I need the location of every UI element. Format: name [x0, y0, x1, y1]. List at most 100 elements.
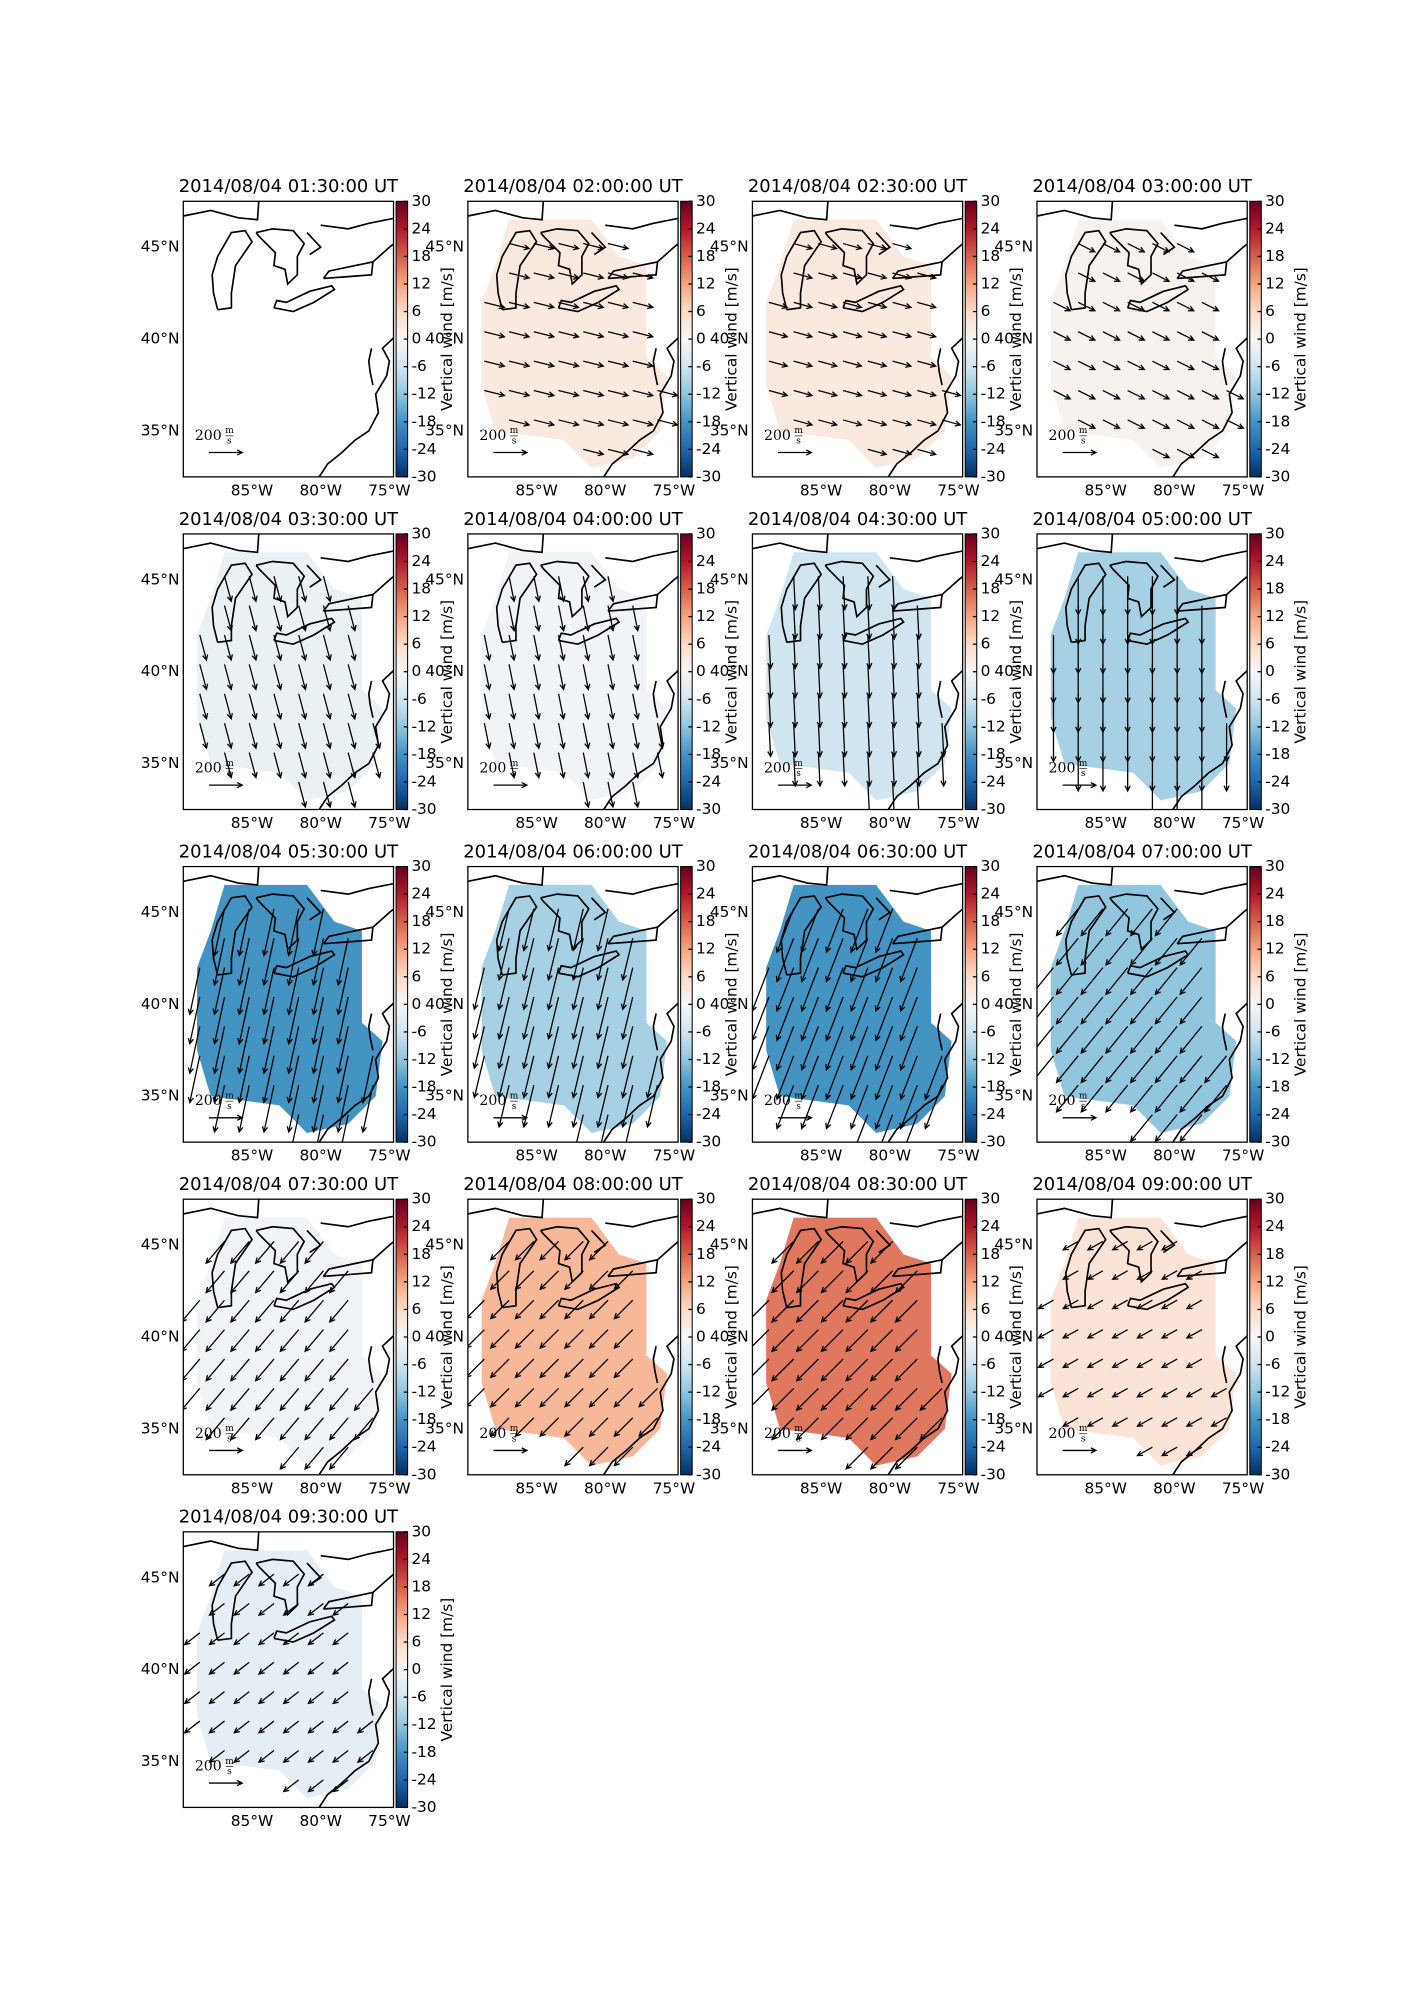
- colorbar-label: Vertical wind [m/s]: [1007, 1265, 1025, 1409]
- lon-label: 75°W: [368, 1812, 410, 1830]
- wind-arrow: [273, 634, 283, 662]
- wind-arrow: [199, 723, 209, 750]
- wind-arrow: [489, 1299, 510, 1320]
- colorbar-tick-label: -24: [981, 1438, 1006, 1456]
- wind-arrow: [563, 1358, 584, 1379]
- wind-arrow: [820, 1270, 844, 1294]
- coastline: [875, 564, 892, 588]
- map-area: [183, 1531, 394, 1808]
- wind-arrow: [508, 576, 517, 603]
- wind-arrow: [229, 1417, 250, 1441]
- wind-arrow: [254, 1241, 275, 1265]
- coastline: [652, 1346, 659, 1384]
- wind-arrow: [1154, 996, 1178, 1025]
- map-frame: [1036, 865, 1248, 1143]
- reference-unit: m: [225, 426, 234, 436]
- wind-arrow: [582, 752, 591, 779]
- wind-arrow: [508, 723, 517, 750]
- coastline: [824, 228, 875, 286]
- wind-arrow: [795, 1358, 819, 1382]
- wind-arrow: [645, 1055, 659, 1099]
- wind-arrow: [874, 996, 894, 1042]
- coastline: [1174, 550, 1248, 563]
- lat-label: 35°N: [141, 421, 180, 439]
- panel-title: 2014/08/04 03:30:00 UT: [179, 509, 399, 530]
- wind-arrow: [607, 301, 630, 310]
- wind-arrow: [1102, 242, 1121, 253]
- coastline: [540, 560, 590, 619]
- wind-arrow: [767, 634, 774, 670]
- wind-arrow: [825, 996, 844, 1042]
- wind-arrow: [607, 723, 616, 750]
- wind-arrow: [842, 301, 863, 310]
- wind-arrow: [820, 1358, 844, 1382]
- colorbar-tick-label: -24: [696, 772, 721, 790]
- reference-unit: s: [796, 1434, 801, 1444]
- wind-arrow: [899, 967, 918, 1013]
- wind-arrow: [254, 1299, 275, 1323]
- wind-arrow: [311, 1055, 325, 1104]
- wind-arrow: [360, 1055, 374, 1104]
- wind-arrow: [613, 1329, 634, 1349]
- wind-arrow: [539, 1417, 559, 1438]
- lat-label: 35°N: [141, 1087, 180, 1105]
- colorbar-tick-label: 30: [981, 1190, 1001, 1208]
- map-area: [467, 1199, 679, 1475]
- colorbar-tick-label: 12: [1265, 274, 1285, 292]
- colorbar-label: Vertical wind [m/s]: [1292, 600, 1310, 744]
- colorbar-tick-label: 24: [696, 1217, 716, 1235]
- wind-arrow: [307, 1661, 324, 1675]
- wind-arrow: [620, 1026, 634, 1070]
- wind-arrow: [1127, 419, 1146, 429]
- wind-arrow: [1136, 1358, 1153, 1369]
- colorbar-tick-label: 24: [1265, 219, 1285, 237]
- map-area: [752, 1199, 963, 1475]
- wind-arrow: [521, 1085, 535, 1129]
- wind-arrow: [571, 1085, 584, 1129]
- wind-arrow: [279, 1388, 300, 1412]
- wind-arrow: [332, 1779, 349, 1793]
- lon-label: 80°W: [869, 481, 911, 499]
- wind-arrow: [915, 752, 922, 788]
- colorbar-tick-label: -30: [981, 1465, 1006, 1483]
- colorbar-tick-label: -12: [696, 385, 721, 403]
- coastline: [255, 1558, 306, 1617]
- coastline: [467, 1199, 545, 1219]
- wind-arrow: [336, 996, 349, 1046]
- coastline: [752, 533, 829, 554]
- wind-arrow: [533, 419, 556, 427]
- colorbar-tick-label: 30: [1265, 857, 1285, 875]
- coastline: [652, 348, 659, 386]
- reference-unit: s: [1081, 437, 1086, 447]
- wind-arrow: [1099, 576, 1107, 616]
- colorbar-tick-label: 24: [696, 885, 716, 903]
- wind-arrow: [467, 1387, 485, 1407]
- wind-arrow: [800, 1055, 819, 1101]
- wind-arrow: [1226, 389, 1245, 400]
- wind-arrow: [582, 634, 591, 662]
- colorbar-tick-label: 6: [981, 967, 991, 985]
- wind-arrow: [183, 1632, 201, 1646]
- colorbar-tick-label: -12: [981, 385, 1006, 403]
- wind-arrow: [818, 272, 839, 280]
- wind-arrow: [791, 634, 799, 670]
- colorbar-tick-label: 18: [981, 247, 1001, 265]
- wind-arrow: [596, 967, 609, 1011]
- lat-label: 45°N: [141, 903, 180, 921]
- wind-arrow: [818, 360, 839, 368]
- wind-arrow: [483, 634, 492, 662]
- reference-value: 200: [195, 1758, 222, 1774]
- wind-arrow: [849, 1055, 869, 1101]
- coastline: [367, 348, 374, 386]
- wind-arrow: [558, 389, 580, 398]
- wind-arrow: [1053, 389, 1072, 400]
- wind-arrow: [600, 1114, 609, 1143]
- wind-arrow: [1077, 301, 1097, 312]
- colorbar-tick-label: 12: [411, 274, 431, 292]
- wind-arrow: [869, 1329, 894, 1353]
- coastline: [656, 242, 679, 263]
- wind-arrow: [768, 360, 789, 368]
- reference-value: 200: [479, 1426, 506, 1442]
- wind-arrow: [282, 1573, 300, 1587]
- coastline: [211, 895, 253, 976]
